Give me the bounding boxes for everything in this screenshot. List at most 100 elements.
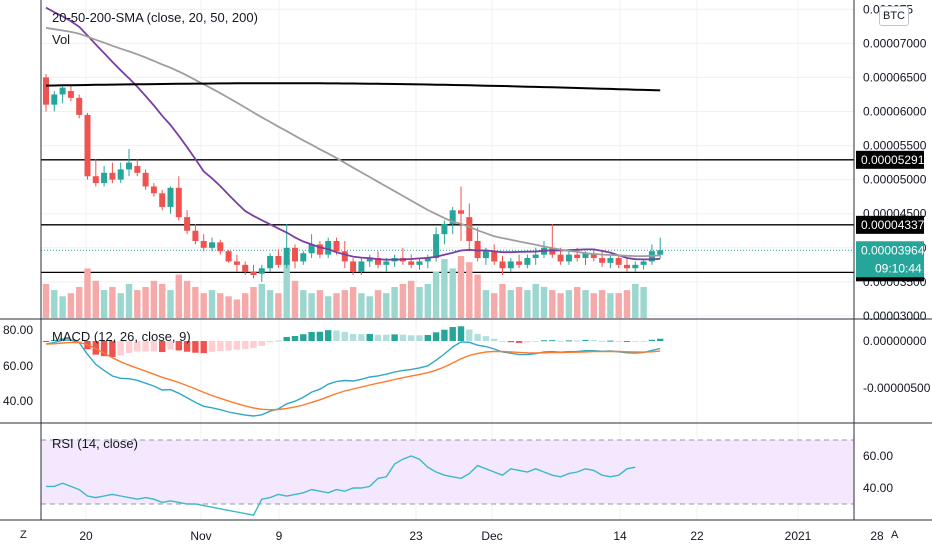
time-tick-label: 14 xyxy=(613,529,627,543)
currency-badge[interactable]: BTC xyxy=(879,6,909,26)
volume-bar xyxy=(242,293,249,318)
candle-body xyxy=(449,210,456,224)
macd-hist-bar xyxy=(499,341,506,342)
volume-bar xyxy=(549,290,556,318)
volume-bar xyxy=(142,287,149,318)
candle-body xyxy=(43,77,49,105)
volume-bar xyxy=(233,299,241,318)
macd-hist-bar xyxy=(42,341,50,342)
time-tick-label: 9 xyxy=(276,529,283,543)
candle-body xyxy=(51,94,58,105)
candle-body xyxy=(134,166,141,173)
candle-body xyxy=(258,268,265,274)
candle-body xyxy=(640,261,647,265)
macd-hist-bar xyxy=(582,339,589,341)
volume-bar xyxy=(92,280,99,318)
candle-body xyxy=(524,258,531,265)
macd-hist-bar xyxy=(457,326,465,341)
sma-20-line xyxy=(45,6,661,261)
rsi-indicator-title[interactable]: RSI (14, close) xyxy=(52,436,138,451)
volume-bar xyxy=(208,290,216,318)
volume-bar xyxy=(524,290,531,318)
macd-hist-bar xyxy=(100,341,108,357)
candlesticks[interactable] xyxy=(43,74,664,282)
panel-frames xyxy=(0,0,932,521)
candle-body xyxy=(582,253,589,259)
macd-hist-bar xyxy=(574,340,581,342)
candle-body xyxy=(375,258,381,265)
candle-body xyxy=(142,172,149,187)
candle-body xyxy=(126,162,132,170)
macd-hist-bar xyxy=(374,334,382,341)
time-axis[interactable]: 20 Nov 9 23 Dec 14 22 2021 28 xyxy=(79,529,884,543)
macd-hist-bar xyxy=(557,340,564,342)
candle-body xyxy=(67,91,74,98)
macd-lines xyxy=(45,339,661,417)
candle-body xyxy=(275,255,282,265)
volume-bar xyxy=(333,293,340,318)
volume-bar xyxy=(466,262,473,318)
volume-bar xyxy=(441,259,448,318)
candle-body xyxy=(325,240,332,255)
candle-body xyxy=(532,254,539,259)
candle-body xyxy=(366,258,373,262)
volume-bar xyxy=(424,283,431,318)
volume-bar xyxy=(159,283,166,318)
volume-bar xyxy=(432,271,440,318)
candle-body xyxy=(607,258,614,263)
left-scale: 80.00 60.00 40.00 xyxy=(3,323,33,408)
volume-indicator-title[interactable]: Vol xyxy=(52,32,70,47)
level-price-tag-label: 0.00005291 xyxy=(861,153,925,167)
volume-bar xyxy=(283,259,290,318)
volume-bar xyxy=(540,287,548,318)
candle-body xyxy=(76,97,83,115)
price-tags: 0.000052910.000043370.000036400.00003964… xyxy=(856,150,925,282)
candle-body xyxy=(200,240,207,248)
volume-bar xyxy=(325,296,332,318)
macd-hist-bar xyxy=(507,341,514,343)
volume-bar xyxy=(474,274,481,318)
candle-body xyxy=(159,193,166,207)
volume-bar xyxy=(192,287,199,318)
macd-hist-bar xyxy=(134,341,141,352)
volume-bar xyxy=(316,290,324,318)
volume-bar xyxy=(623,290,631,318)
candle-body xyxy=(491,251,498,262)
macd-hist-bar xyxy=(416,335,423,341)
candle-body xyxy=(117,169,124,180)
macd-hist-bar xyxy=(441,329,448,341)
candle-body xyxy=(632,264,639,269)
time-tick-label: Dec xyxy=(481,529,502,543)
volume-bar xyxy=(150,280,158,318)
macd-hist-bar xyxy=(200,341,207,354)
candle-body xyxy=(557,254,564,262)
macd-hist-bar xyxy=(565,340,573,342)
candle-body xyxy=(217,242,224,252)
volume-bar xyxy=(134,290,141,318)
macd-tick-label: 0.00000000 xyxy=(863,334,927,348)
candle-body xyxy=(175,187,182,218)
macd-indicator-title[interactable]: MACD (12, 26, close, 9) xyxy=(52,329,191,344)
rsi-axis[interactable]: 60.00 40.00 xyxy=(863,449,893,495)
macd-hist-bar xyxy=(358,334,365,341)
price-tick-label: 0.00003000 xyxy=(863,309,927,323)
candle-body xyxy=(599,258,606,263)
volume-bar xyxy=(574,287,581,318)
candle-body xyxy=(383,261,390,265)
volume-bar xyxy=(275,293,282,318)
candle-body xyxy=(92,176,99,184)
macd-axis[interactable]: 0.00000000 -0.00000500 xyxy=(863,334,931,395)
sma-indicator-title[interactable]: 20-50-200-SMA (close, 20, 50, 200) xyxy=(52,10,258,25)
sma-lines xyxy=(45,6,661,261)
volume-bar xyxy=(117,293,124,318)
level-price-tag xyxy=(856,150,924,169)
macd-hist-bar xyxy=(192,341,199,353)
time-tick-label: 20 xyxy=(79,529,93,543)
auto-scale-button[interactable]: A xyxy=(891,529,899,541)
rsi-line-path xyxy=(46,455,636,516)
macd-hist-bar xyxy=(524,341,531,343)
macd-hist-bar xyxy=(76,341,83,342)
timezone-button[interactable]: Z xyxy=(20,529,27,541)
volume-bar xyxy=(366,296,373,318)
